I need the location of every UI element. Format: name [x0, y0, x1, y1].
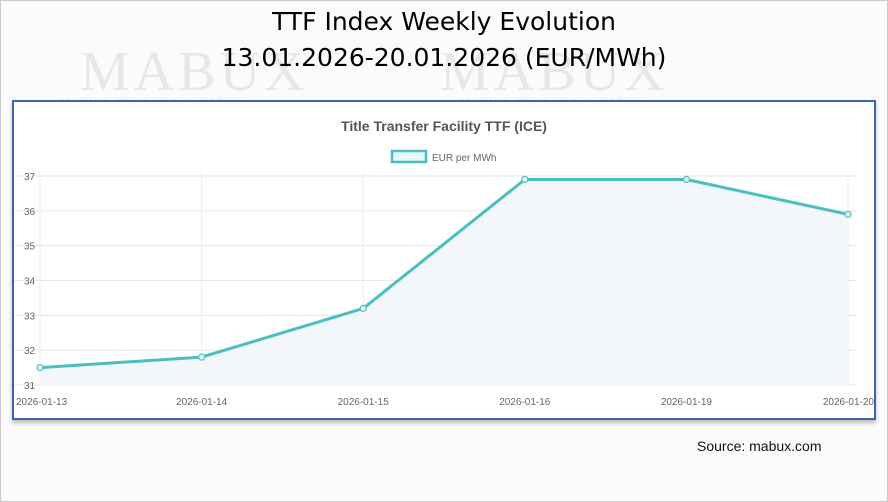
- page-title: TTF Index Weekly Evolution 13.01.2026-20…: [0, 4, 888, 76]
- x-tick-label: 2026-01-14: [176, 397, 228, 408]
- y-tick-label: 32: [24, 346, 36, 357]
- ttf-line-chart: Title Transfer Facility TTF (ICE) EUR pe…: [14, 118, 874, 408]
- y-tick-label: 36: [24, 207, 36, 218]
- y-tick-label: 35: [24, 242, 36, 253]
- watermark-right: MABUX: [440, 41, 669, 103]
- data-point: [36, 363, 44, 372]
- y-tick-label: 34: [24, 277, 36, 288]
- y-tick-label: 33: [24, 311, 36, 322]
- x-tick-label: 2026-01-16: [499, 397, 551, 408]
- legend-label: EUR per MWh: [432, 153, 496, 164]
- series-points: [36, 175, 852, 372]
- y-tick-label: 31: [24, 381, 36, 392]
- legend-swatch: [390, 149, 428, 164]
- data-point: [198, 353, 206, 361]
- watermark-left: MABUX: [80, 41, 309, 103]
- x-tick-label: 2026-01-20: [823, 397, 874, 408]
- series-line: [39, 178, 849, 370]
- source-credit: Source: mabux.com: [697, 438, 822, 454]
- data-point: [521, 175, 529, 184]
- data-point: [359, 304, 367, 312]
- title-line-1: TTF Index Weekly Evolution: [272, 7, 616, 36]
- chart-panel: Title Transfer Facility TTF (ICE) EUR pe…: [12, 100, 876, 420]
- y-tick-label: 37: [24, 172, 36, 183]
- x-tick-label: 2026-01-15: [338, 397, 390, 408]
- x-tick-label: 2026-01-19: [661, 397, 713, 408]
- chart-legend[interactable]: EUR per MWh: [390, 149, 496, 164]
- x-axis: 2026-01-13 2026-01-14 2026-01-15 2026-01-16…: [16, 397, 874, 408]
- chart-title: Title Transfer Facility TTF (ICE): [341, 118, 547, 134]
- x-tick-label: 2026-01-13: [16, 397, 68, 408]
- data-point: [682, 175, 691, 184]
- series-area: [40, 179, 848, 385]
- title-line-2: 13.01.2026-20.01.2026 (EUR/MWh): [221, 43, 667, 72]
- y-axis: 31 32 33 34 35 36 37: [24, 172, 36, 392]
- data-point: [844, 210, 852, 218]
